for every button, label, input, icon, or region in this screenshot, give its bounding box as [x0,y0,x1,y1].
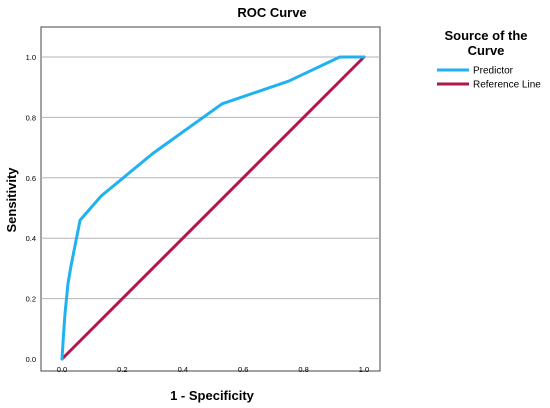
legend-label: Predictor [473,66,514,77]
chart-title-group: ROC Curve [237,5,306,20]
x-tick-label: 0.0 [57,365,67,374]
legend: Source of the Curve Predictor Reference L… [437,28,541,91]
y-axis-title: Sensitivity [4,167,19,233]
x-tick-label: 1.0 [359,365,369,374]
series-line-predictor [60,55,366,361]
plot-frame [40,26,381,372]
y-tick-label: 1.0 [26,53,36,62]
y-tick-label: 0.8 [26,113,36,122]
series-layer [60,55,366,361]
legend-label: Reference Line [473,80,541,91]
y-tick-label: 0.4 [26,234,36,243]
x-tick-label: 0.2 [117,365,127,374]
plot-area: 0.0 0.2 0.4 0.6 0.8 1.0 0.0 0.2 0.4 0.6 0.8 1.0 [26,26,381,374]
legend-title-line1: Source of the [444,28,527,43]
x-tick-label: 0.4 [178,365,188,374]
legend-title-line2: Curve [468,43,505,58]
series-line-reference-line [60,55,366,361]
grid-layer [41,56,380,300]
legend-items: Predictor Reference Line [437,66,541,91]
y-tick-label: 0.0 [26,355,36,364]
y-tick-label: 0.6 [26,174,36,183]
x-tick-label: 0.8 [298,365,308,374]
chart-title: ROC Curve [237,5,306,20]
y-ticks: 0.0 0.2 0.4 0.6 0.8 1.0 [26,53,36,364]
y-tick-label: 0.2 [26,295,36,304]
x-tick-label: 0.6 [238,365,248,374]
x-axis-title: 1 - Specificity [170,388,255,403]
x-ticks: 0.0 0.2 0.4 0.6 0.8 1.0 [57,365,369,374]
